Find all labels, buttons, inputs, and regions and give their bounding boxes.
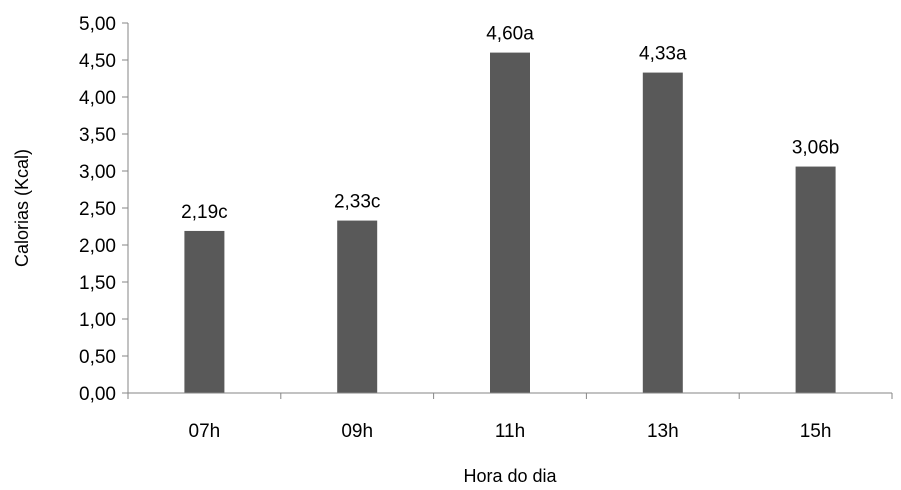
bar-15h	[795, 166, 836, 393]
bar-13h	[642, 72, 683, 393]
bar-07h	[184, 230, 225, 393]
y-tick-label: 2,00	[79, 236, 116, 257]
y-tick-label: 3,50	[79, 125, 116, 146]
data-label-15h: 3,06b	[792, 138, 840, 159]
bar-09h	[337, 220, 378, 393]
x-tick-label-07h: 07h	[189, 421, 221, 442]
x-tick-label-15h: 15h	[800, 421, 832, 442]
y-tick-label: 4,00	[79, 88, 116, 109]
y-tick-label: 0,00	[79, 384, 116, 405]
x-axis-tick-labels: 07h 09h 11h 13h 15h	[189, 421, 832, 442]
data-label-09h: 2,33c	[334, 192, 380, 213]
data-labels: 2,19c 2,33c 4,60a 4,33a 3,06b	[181, 24, 839, 223]
y-tick-label: 3,00	[79, 162, 116, 183]
y-tick-label: 2,50	[79, 199, 116, 220]
y-tick-label: 5,00	[79, 14, 116, 35]
x-tick-label-13h: 13h	[647, 421, 679, 442]
x-tick-label-11h: 11h	[495, 421, 525, 442]
y-tick-label: 1,50	[79, 273, 116, 294]
y-axis-title: Calorias (Kcal)	[12, 149, 32, 267]
y-tick-label: 0,50	[79, 347, 116, 368]
x-tick-label-09h: 09h	[341, 421, 373, 442]
bars	[184, 52, 836, 393]
y-axis-ticks: 0,00 0,50 1,00 1,50 2,00 2,50 3,00 3,50 4,00 4,50…	[79, 14, 893, 405]
x-axis-title: Hora do dia	[463, 466, 557, 485]
data-label-07h: 2,19c	[181, 202, 227, 223]
data-label-13h: 4,33a	[639, 44, 687, 65]
y-tick-label: 1,00	[79, 310, 116, 331]
data-label-11h: 4,60a	[486, 24, 534, 45]
y-tick-label: 4,50	[79, 51, 116, 72]
bar-11h	[490, 52, 530, 393]
